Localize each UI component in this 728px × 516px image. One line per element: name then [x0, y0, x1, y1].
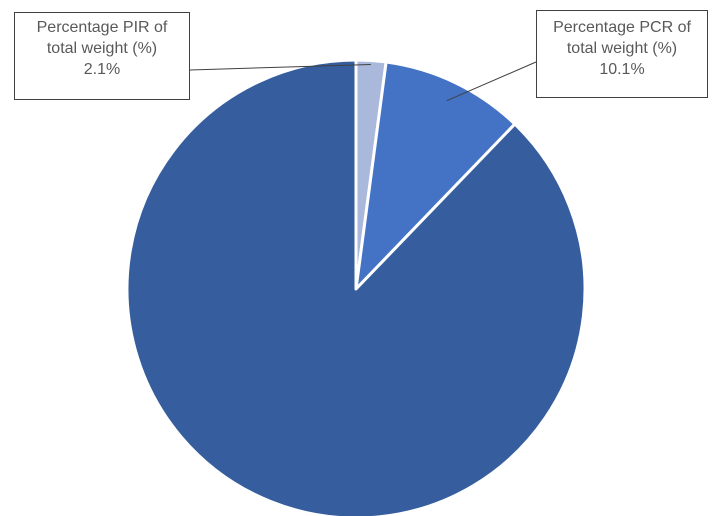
data-label-pcr-value: 10.1%: [599, 61, 645, 78]
data-label-pcr-line2: total weight (%): [566, 40, 678, 57]
slice-pcr: [354, 60, 517, 291]
leader-line-pir: [189, 64, 371, 71]
leader-lines: [189, 61, 537, 102]
data-label-pir-line2: total weight (%): [46, 40, 158, 57]
data-label-pir: Percentage PIR of total weight (%) 2.1%: [14, 12, 190, 100]
slice-other: [125, 58, 587, 516]
pie-slices: [125, 58, 587, 516]
data-label-pir-value: 2.1%: [83, 61, 121, 78]
data-label-pir-line1: Percentage PIR of: [36, 19, 168, 36]
leader-line-pcr: [446, 61, 537, 102]
data-label-pcr-line1: Percentage PCR of: [553, 19, 691, 36]
data-label-pcr: Percentage PCR of total weight (%) 10.1%: [536, 10, 708, 98]
